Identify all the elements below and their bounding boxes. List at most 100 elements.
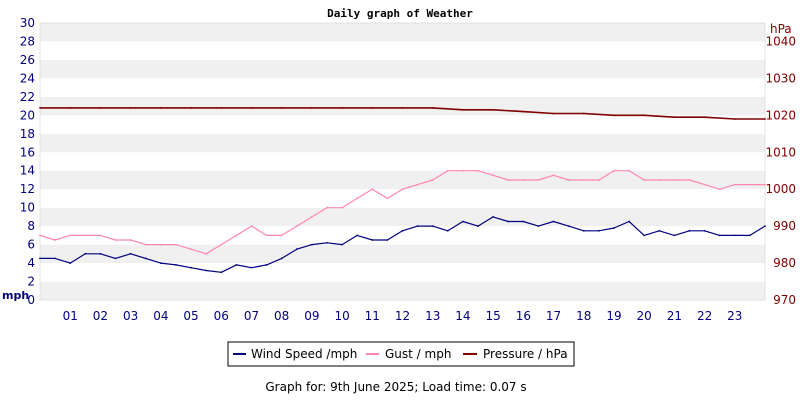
x-tick-label: 10 (334, 309, 349, 323)
data-point-wind-speed-mph (386, 239, 389, 241)
data-point-gust-mph (220, 243, 223, 246)
x-tick-label: 06 (214, 309, 229, 323)
grid-band (40, 96, 765, 116)
data-point-gust-mph (643, 179, 646, 181)
right-tick-label: 970 (773, 293, 796, 307)
data-point-gust-mph (190, 248, 192, 251)
x-tick-label: 23 (727, 309, 742, 323)
data-point-pressure-hpa (371, 107, 374, 109)
data-point-wind-speed-mph (205, 269, 208, 272)
data-point-wind-speed-mph (401, 229, 404, 232)
grid-band (40, 115, 765, 134)
data-point-pressure-hpa (99, 107, 102, 109)
data-point-wind-speed-mph (159, 262, 162, 264)
grid-band (40, 244, 765, 264)
data-point-gust-mph (69, 234, 72, 237)
data-point-pressure-hpa (522, 110, 525, 113)
data-point-wind-speed-mph (537, 225, 540, 228)
data-point-gust-mph (492, 174, 494, 177)
data-point-wind-speed-mph (567, 225, 570, 228)
grid-band (40, 152, 765, 171)
data-point-wind-speed-mph (446, 229, 449, 232)
data-point-wind-speed-mph (190, 266, 192, 269)
data-point-wind-speed-mph (431, 225, 434, 228)
data-point-gust-mph (522, 179, 525, 181)
data-point-wind-speed-mph (416, 225, 419, 228)
data-point-wind-speed-mph (326, 241, 328, 244)
grid-band (40, 78, 765, 97)
data-point-pressure-hpa (492, 108, 494, 111)
data-point-pressure-hpa (733, 118, 736, 120)
chart-title: Daily graph of Weather (327, 7, 473, 20)
data-point-wind-speed-mph (99, 252, 102, 255)
data-point-gust-mph (552, 174, 555, 177)
data-point-gust-mph (114, 239, 117, 241)
data-point-pressure-hpa (582, 112, 585, 115)
data-point-pressure-hpa (764, 118, 766, 120)
left-tick-label: 20 (20, 108, 35, 122)
left-tick-label: 2 (27, 275, 35, 289)
data-point-gust-mph (416, 183, 419, 186)
left-tick-label: 0 (27, 293, 35, 307)
x-tick-label: 04 (153, 309, 168, 323)
data-point-pressure-hpa (311, 107, 313, 109)
data-point-gust-mph (673, 179, 676, 181)
x-tick-label: 08 (274, 309, 289, 323)
grid-band (40, 226, 765, 245)
grid-band (40, 41, 765, 60)
data-point-gust-mph (628, 169, 630, 172)
data-point-gust-mph (401, 188, 404, 191)
data-point-wind-speed-mph (311, 243, 313, 246)
left-tick-label: 26 (20, 53, 35, 67)
data-point-gust-mph (326, 206, 328, 209)
data-point-pressure-hpa (552, 112, 555, 115)
data-point-wind-speed-mph (265, 264, 268, 266)
left-tick-label: 8 (27, 219, 35, 233)
legend-box (227, 341, 575, 367)
data-point-pressure-hpa (220, 107, 223, 109)
data-point-gust-mph (129, 239, 132, 241)
left-tick-label: 10 (20, 201, 35, 215)
grid-band (40, 207, 765, 227)
legend-label-gust: Gust / mph (385, 347, 451, 361)
data-point-wind-speed-mph (613, 227, 615, 229)
data-point-wind-speed-mph (522, 220, 525, 223)
left-axis-unit: mph (2, 289, 29, 302)
right-axis-unit: hPa (770, 22, 792, 36)
data-point-gust-mph (613, 169, 615, 172)
data-point-wind-speed-mph (688, 229, 691, 232)
data-point-wind-speed-mph (295, 248, 298, 251)
x-tick-label: 03 (123, 309, 138, 323)
left-tick-label: 18 (20, 127, 35, 141)
data-point-gust-mph (84, 234, 87, 237)
data-point-gust-mph (295, 225, 298, 228)
data-point-pressure-hpa (250, 107, 253, 109)
data-point-gust-mph (205, 252, 208, 255)
data-point-wind-speed-mph (718, 234, 721, 237)
x-tick-label: 14 (455, 309, 470, 323)
legend: Wind Speed /mph Gust / mph Pressure / hP… (227, 341, 575, 367)
data-point-gust-mph (764, 183, 766, 186)
data-point-wind-speed-mph (280, 257, 283, 260)
x-tick-label: 16 (516, 309, 531, 323)
data-point-gust-mph (99, 234, 102, 237)
data-point-wind-speed-mph (235, 264, 238, 266)
data-point-gust-mph (462, 169, 464, 172)
grid-band (40, 133, 765, 153)
data-point-gust-mph (567, 179, 570, 181)
data-point-pressure-hpa (39, 107, 41, 109)
data-point-gust-mph (537, 179, 540, 181)
data-point-gust-mph (598, 179, 600, 181)
data-point-wind-speed-mph (462, 220, 464, 223)
data-point-wind-speed-mph (250, 266, 253, 269)
data-point-wind-speed-mph (477, 225, 479, 228)
data-point-gust-mph (733, 183, 736, 186)
x-tick-label: 09 (304, 309, 319, 323)
x-tick-label: 19 (606, 309, 621, 323)
left-tick-label: 22 (20, 90, 35, 104)
right-tick-label: 1010 (765, 145, 796, 159)
data-point-wind-speed-mph (84, 252, 87, 255)
data-point-wind-speed-mph (749, 234, 751, 237)
x-tick-label: 02 (93, 309, 108, 323)
